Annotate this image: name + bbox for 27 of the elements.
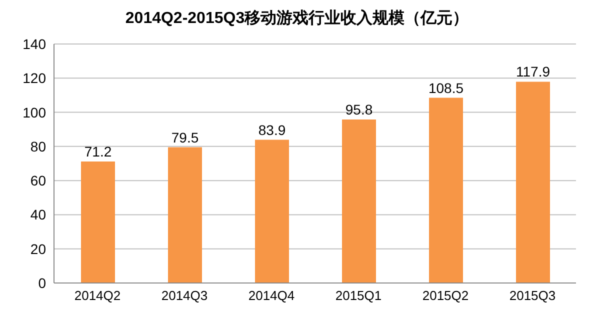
data-label: 83.9 <box>258 122 286 138</box>
y-tick-label: 40 <box>30 206 46 223</box>
bar <box>168 147 202 283</box>
data-label: 117.9 <box>516 64 550 80</box>
bar <box>516 82 550 283</box>
x-tick-label: 2014Q2 <box>74 288 121 304</box>
data-label: 108.5 <box>428 80 464 96</box>
bar <box>255 140 289 283</box>
x-tick-label: 2014Q3 <box>161 288 208 304</box>
y-tick-label: 80 <box>30 138 46 154</box>
x-tick-label: 2015Q1 <box>335 288 382 304</box>
y-tick-label: 100 <box>22 104 46 120</box>
y-tick-label: 0 <box>38 274 46 291</box>
y-tick-label: 60 <box>30 172 46 189</box>
y-tick-label: 120 <box>22 70 46 86</box>
data-label: 71.2 <box>84 143 112 160</box>
bar <box>81 161 115 283</box>
data-label: 79.5 <box>171 129 199 146</box>
x-tick-label: 2014Q4 <box>248 288 295 304</box>
data-label: 95.8 <box>345 101 373 118</box>
y-tick-label: 140 <box>22 36 46 52</box>
bar <box>342 119 376 283</box>
x-tick-label: 2015Q3 <box>509 288 556 304</box>
y-tick-label: 20 <box>30 240 46 257</box>
chart-title: 2014Q2-2015Q3移动游戏行业收入规模（亿元） <box>124 8 470 29</box>
bar <box>429 98 463 283</box>
x-tick-label: 2015Q2 <box>422 288 469 304</box>
